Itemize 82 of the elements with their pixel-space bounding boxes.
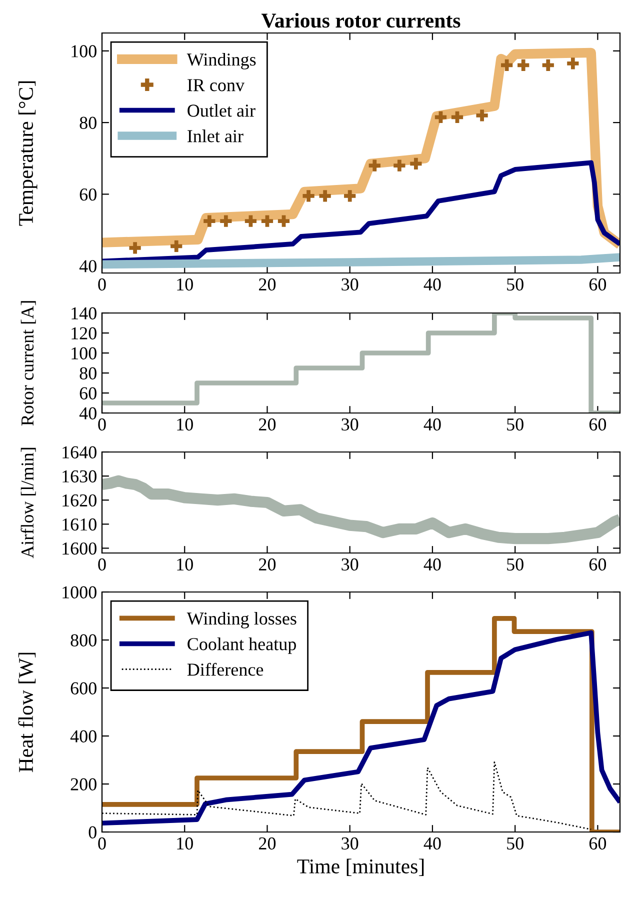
y-tick-label: 200 [70,778,96,790]
point [220,215,232,227]
legend-label: Outlet air [188,104,256,117]
y-tick-label: 80 [80,116,96,129]
point [261,215,274,227]
y-tick-label: 40 [79,407,96,420]
x-tick-label: 10 [177,278,193,291]
legend-label: Winding losses [186,612,296,628]
point [278,215,290,227]
x-tick-label: 60 [589,558,606,571]
point [302,190,314,202]
x-tick-label: 20 [258,418,276,431]
chart-title: Various rotor currents [261,12,460,28]
x-tick-label: 50 [507,418,524,431]
y-tick-label: 40 [79,260,96,272]
x-tick-label: 0 [98,558,106,571]
y-axis-title: Temperature [°C] [18,81,38,226]
x-tick-label: 40 [424,558,441,571]
point [204,215,216,227]
legend-label: Difference [187,662,264,676]
x-tick-label: 10 [177,418,193,431]
y-tick-label: 120 [72,327,96,340]
x-tick-label: 60 [589,278,606,291]
x-tick-label: 50 [507,558,524,571]
x-tick-label: 40 [424,278,441,291]
x-tick-label: 50 [507,278,524,291]
y-tick-label: 1620 [62,494,96,507]
x-tick-label: 0 [98,278,106,291]
x-tick-label: 40 [424,837,441,850]
legend-label: Windings [186,52,256,70]
x-tick-label: 10 [177,558,193,571]
x-tick-label: 30 [342,418,358,431]
x-tick-label: 0 [98,837,106,850]
y-tick-label: 100 [72,347,96,360]
x-tick-label: 20 [258,278,276,291]
x-tick-label: 0 [98,418,106,431]
y-axis-title: Rotor current [A] [20,301,36,426]
x-tick-label: 30 [342,278,358,291]
legend-label: Inlet air [188,130,244,142]
x-tick-label: 40 [424,418,441,431]
y-tick-label: 0 [88,826,96,838]
y-tick-label: 60 [80,387,96,400]
y-tick-label: 140 [72,307,96,320]
point [319,190,331,202]
point [542,59,554,72]
point [344,190,356,202]
point [170,240,182,252]
y-tick-label: 400 [70,730,96,742]
y-tick-label: 100 [72,45,96,58]
point [518,59,530,72]
y-tick-label: 1640 [62,446,96,458]
x-tick-label: 50 [507,837,524,850]
legend-label: Coolant heatup [188,638,296,654]
point [567,58,579,70]
y-tick-label: 1610 [62,518,96,531]
x-tick-label: 20 [258,558,276,571]
point [451,111,464,123]
point [434,111,447,123]
y-axis-title: Heat flow [W] [18,652,36,772]
y-tick-label: 1000 [62,586,96,598]
point [501,59,513,72]
x-tick-label: 10 [177,837,193,850]
y-tick-label: 80 [80,367,96,380]
x-tick-label: 60 [589,418,606,431]
point [394,160,406,172]
y-axis-title: Airflow [l/min] [20,448,36,558]
x-tick-label: 60 [589,837,606,850]
legend-label: IR conv [188,79,245,92]
y-tick-label: 600 [70,682,96,694]
x-tick-label: 20 [258,837,276,850]
y-tick-label: 1600 [62,542,96,555]
point [476,110,488,122]
point [129,242,141,254]
point [244,215,257,227]
y-tick-label: 1630 [62,470,96,482]
y-tick-label: 60 [80,188,96,201]
x-tick-label: 30 [342,837,358,850]
point [410,158,422,170]
point [368,160,380,172]
x-tick-label: 30 [342,558,358,571]
y-tick-label: 800 [70,634,96,646]
x-axis-title: Time [minutes] [297,858,424,876]
